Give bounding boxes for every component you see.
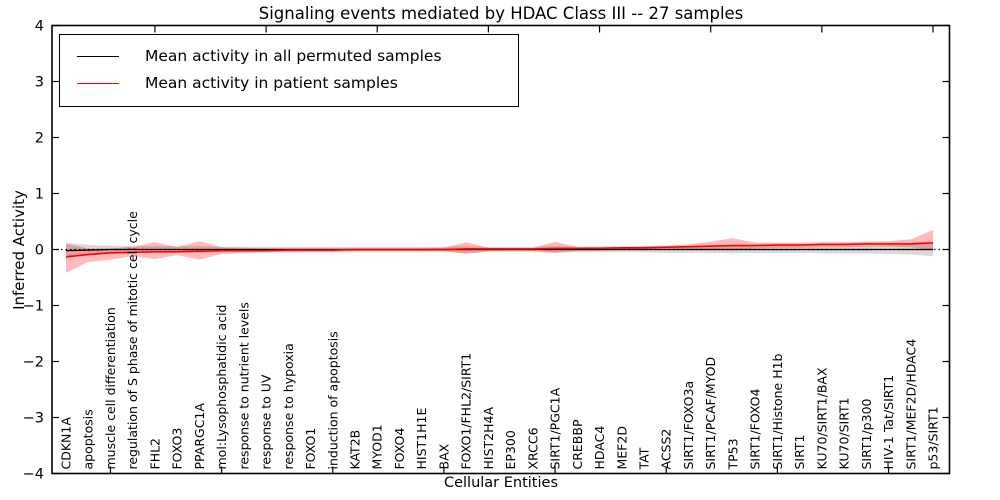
- x-tick-label: FOXO1/FHL2/SIRT1: [459, 353, 474, 470]
- x-tick-label: mol:Lysophosphatidic acid: [214, 305, 229, 470]
- x-tick-label: TP53: [725, 438, 740, 470]
- x-tick-label: FOXO1: [303, 428, 318, 470]
- x-axis-label: Cellular Entities: [443, 475, 559, 491]
- x-tick-label: SIRT1/p300: [859, 398, 874, 469]
- x-tick-label: induction of apoptosis: [325, 331, 340, 469]
- y-tick-label: 3: [35, 75, 44, 91]
- x-tick-label: SIRT1/PCAF/MYOD: [703, 357, 718, 470]
- x-tick-label: CDKN1A: [59, 417, 74, 470]
- x-tick-label: HIV-1 Tat/SIRT1: [881, 375, 896, 470]
- x-tick-label: SIRT1/Histone H1b: [770, 353, 785, 469]
- legend-label-patient: Mean activity in patient samples: [145, 73, 398, 92]
- x-tick-label: FOXO4: [392, 428, 407, 470]
- band: [66, 229, 933, 274]
- x-tick-labels: CDKN1A apoptosis muscle cell differentiati…: [59, 211, 941, 471]
- x-tick-label: TAT: [637, 447, 652, 470]
- x-tick-label: SIRT1: [792, 435, 807, 470]
- y-axis-label: Inferred Activity: [10, 190, 28, 310]
- legend-row-patient: Mean activity in patient samples: [60, 70, 518, 97]
- x-tick-label: SIRT1/FOXO4: [748, 388, 763, 469]
- legend-label-permuted: Mean activity in all permuted samples: [145, 46, 442, 65]
- x-tick-label: apoptosis: [81, 409, 96, 469]
- y-tick-label: −1: [23, 299, 44, 315]
- x-tick-label: regulation of S phase of mitotic cell cy…: [125, 211, 140, 470]
- series-line: [65, 241, 934, 258]
- patient-line-swatch: [77, 83, 119, 84]
- x-tick-label: p53/SIRT1: [926, 406, 941, 469]
- y-tick-label: −2: [23, 355, 44, 371]
- x-tick-label: PPARGC1A: [192, 403, 207, 470]
- x-tick-label: response to nutrient levels: [236, 302, 251, 469]
- legend-row-permuted: Mean activity in all permuted samples: [60, 43, 518, 70]
- y-tick-label: 0: [35, 243, 44, 259]
- y-tick-label: −3: [23, 411, 44, 427]
- x-tick-label: ACSS2: [659, 429, 674, 470]
- legend: Mean activity in all permuted samples Me…: [59, 34, 519, 107]
- x-tick-label: FHL2: [147, 438, 162, 470]
- chart-title: Signaling events mediated by HDAC Class …: [258, 4, 744, 23]
- x-tick-label: XRCC6: [525, 427, 540, 469]
- x-tick-label: KU70/SIRT1: [837, 397, 852, 469]
- y-tick-label: 1: [35, 187, 44, 203]
- x-tick-label: MEF2D: [614, 426, 629, 469]
- x-tick-label: SIRT1/PGC1A: [548, 387, 563, 469]
- x-tick-label: CREBBP: [570, 419, 585, 469]
- x-tick-label: response to hypoxia: [281, 343, 296, 469]
- x-tick-label: HIST1H1E: [414, 408, 429, 470]
- y-tick-label: 2: [35, 131, 44, 147]
- y-tick-labels: −4 −3 −2 −1 0 1 2 3 4: [23, 19, 44, 483]
- permuted-line-swatch: [77, 56, 119, 57]
- x-tick-label: SIRT1/FOXO3a: [681, 381, 696, 470]
- x-tick-label: HIST2H4A: [481, 407, 496, 470]
- x-tick-label: BAX: [436, 443, 451, 469]
- x-tick-label: SIRT1/MEF2D/HDAC4: [903, 339, 918, 470]
- x-tick-label: EP300: [503, 430, 518, 469]
- axes-frame: [51, 24, 951, 475]
- x-tick-label: response to UV: [259, 374, 274, 469]
- y-tick-label: 4: [35, 19, 44, 35]
- x-tick-label: MYOD1: [370, 424, 385, 469]
- y-tick-label: −4: [23, 467, 44, 483]
- x-tick-label: KAT2B: [348, 430, 363, 470]
- x-tick-label: HDAC4: [592, 426, 607, 470]
- x-tick-label: KU70/SIRT1/BAX: [814, 367, 829, 469]
- x-tick-label: FOXO3: [170, 428, 185, 470]
- series-lines: [65, 241, 934, 258]
- x-tick-label: muscle cell differentiation: [103, 307, 118, 469]
